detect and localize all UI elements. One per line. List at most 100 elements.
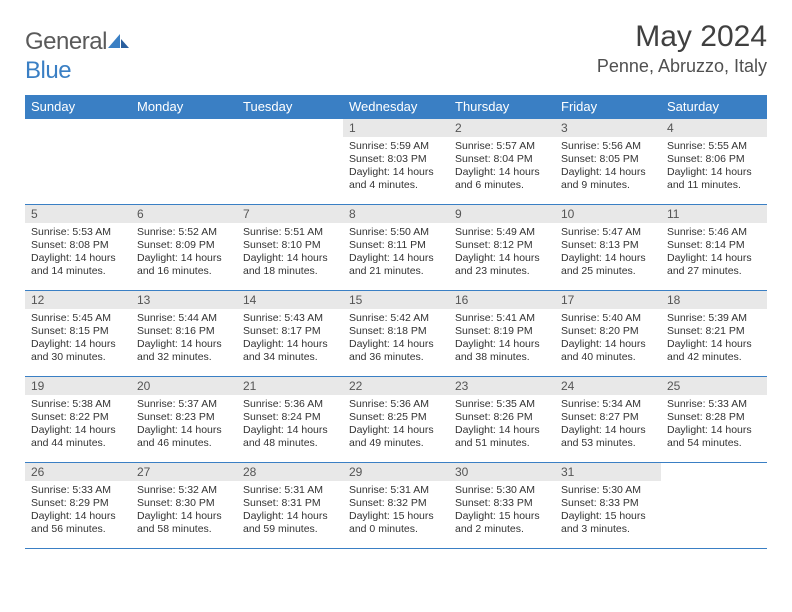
sunrise-line: Sunrise: 5:53 AM [31, 226, 125, 239]
calendar-cell: 9Sunrise: 5:49 AMSunset: 8:12 PMDaylight… [449, 204, 555, 290]
calendar-cell: 12Sunrise: 5:45 AMSunset: 8:15 PMDayligh… [25, 290, 131, 376]
daylight-line: Daylight: 14 hours and 4 minutes. [349, 166, 443, 192]
day-number: 10 [555, 205, 661, 223]
daylight-line: Daylight: 15 hours and 3 minutes. [561, 510, 655, 536]
day-details: Sunrise: 5:40 AMSunset: 8:20 PMDaylight:… [555, 309, 661, 369]
calendar-cell: 21Sunrise: 5:36 AMSunset: 8:24 PMDayligh… [237, 376, 343, 462]
sunrise-line: Sunrise: 5:50 AM [349, 226, 443, 239]
sunrise-line: Sunrise: 5:33 AM [31, 484, 125, 497]
day-number: 6 [131, 205, 237, 223]
calendar-row: 26Sunrise: 5:33 AMSunset: 8:29 PMDayligh… [25, 462, 767, 548]
daylight-line: Daylight: 15 hours and 2 minutes. [455, 510, 549, 536]
day-number: 22 [343, 377, 449, 395]
calendar-cell [131, 118, 237, 204]
day-number: 16 [449, 291, 555, 309]
sunrise-line: Sunrise: 5:34 AM [561, 398, 655, 411]
calendar-cell: 8Sunrise: 5:50 AMSunset: 8:11 PMDaylight… [343, 204, 449, 290]
calendar-cell: 24 Sunrise: 5:34 AMSunset: 8:27 PMDayligh… [555, 376, 661, 462]
calendar-cell: 4Sunrise: 5:55 AMSunset: 8:06 PMDaylight… [661, 118, 767, 204]
sunset-line: Sunset: 8:32 PM [349, 497, 443, 510]
calendar-cell: 19Sunrise: 5:38 AMSunset: 8:22 PMDayligh… [25, 376, 131, 462]
calendar-cell: 23Sunrise: 5:35 AMSunset: 8:26 PMDayligh… [449, 376, 555, 462]
daylight-line: Daylight: 14 hours and 56 minutes. [31, 510, 125, 536]
day-number: 21 [237, 377, 343, 395]
day-details: Sunrise: 5:42 AMSunset: 8:18 PMDaylight:… [343, 309, 449, 369]
calendar-cell: 15Sunrise: 5:42 AMSunset: 8:18 PMDayligh… [343, 290, 449, 376]
sunrise-line: Sunrise: 5:40 AM [561, 312, 655, 325]
day-number: 15 [343, 291, 449, 309]
day-number: 8 [343, 205, 449, 223]
calendar-cell [25, 118, 131, 204]
sunset-line: Sunset: 8:09 PM [137, 239, 231, 252]
calendar-head: SundayMondayTuesdayWednesdayThursdayFrid… [25, 95, 767, 119]
sunset-line: Sunset: 8:14 PM [667, 239, 761, 252]
sunrise-line: Sunrise: 5:52 AM [137, 226, 231, 239]
sunset-line: Sunset: 8:10 PM [243, 239, 337, 252]
sunset-line: Sunset: 8:06 PM [667, 153, 761, 166]
calendar-cell: 22Sunrise: 5:36 AMSunset: 8:25 PMDayligh… [343, 376, 449, 462]
sunset-line: Sunset: 8:03 PM [349, 153, 443, 166]
daylight-line: Daylight: 14 hours and 23 minutes. [455, 252, 549, 278]
calendar-cell: 7Sunrise: 5:51 AMSunset: 8:10 PMDaylight… [237, 204, 343, 290]
sunrise-line: Sunrise: 5:35 AM [455, 398, 549, 411]
day-number: 18 [661, 291, 767, 309]
weekday-header: Wednesday [343, 95, 449, 119]
day-details: Sunrise: 5:36 AMSunset: 8:25 PMDaylight:… [343, 395, 449, 455]
day-number: 24 [555, 377, 661, 395]
calendar-cell: 26Sunrise: 5:33 AMSunset: 8:29 PMDayligh… [25, 462, 131, 548]
sunset-line: Sunset: 8:19 PM [455, 325, 549, 338]
sunrise-line: Sunrise: 5:49 AM [455, 226, 549, 239]
day-number: 29 [343, 463, 449, 481]
day-details: Sunrise: 5:37 AMSunset: 8:23 PMDaylight:… [131, 395, 237, 455]
day-number: 2 [449, 119, 555, 137]
day-number: 9 [449, 205, 555, 223]
calendar-table: SundayMondayTuesdayWednesdayThursdayFrid… [25, 95, 767, 549]
day-details: Sunrise: 5:43 AMSunset: 8:17 PMDaylight:… [237, 309, 343, 369]
sunset-line: Sunset: 8:27 PM [561, 411, 655, 424]
daylight-line: Daylight: 14 hours and 27 minutes. [667, 252, 761, 278]
day-details: Sunrise: 5:53 AMSunset: 8:08 PMDaylight:… [25, 223, 131, 283]
sunrise-line: Sunrise: 5:37 AM [137, 398, 231, 411]
day-details: Sunrise: 5:32 AMSunset: 8:30 PMDaylight:… [131, 481, 237, 541]
sunrise-line: Sunrise: 5:45 AM [31, 312, 125, 325]
daylight-line: Daylight: 14 hours and 21 minutes. [349, 252, 443, 278]
daylight-line: Daylight: 14 hours and 34 minutes. [243, 338, 337, 364]
daylight-line: Daylight: 14 hours and 9 minutes. [561, 166, 655, 192]
sunset-line: Sunset: 8:23 PM [137, 411, 231, 424]
daylight-line: Daylight: 14 hours and 40 minutes. [561, 338, 655, 364]
day-number: 11 [661, 205, 767, 223]
day-number: 28 [237, 463, 343, 481]
location: Penne, Abruzzo, Italy [597, 56, 767, 77]
daylight-line: Daylight: 14 hours and 36 minutes. [349, 338, 443, 364]
calendar-cell: 30Sunrise: 5:30 AMSunset: 8:33 PMDayligh… [449, 462, 555, 548]
sunset-line: Sunset: 8:20 PM [561, 325, 655, 338]
calendar-row: 5Sunrise: 5:53 AMSunset: 8:08 PMDaylight… [25, 204, 767, 290]
sunset-line: Sunset: 8:31 PM [243, 497, 337, 510]
day-details: Sunrise: 5:45 AMSunset: 8:15 PMDaylight:… [25, 309, 131, 369]
day-number: 31 [555, 463, 661, 481]
day-details: Sunrise: 5:57 AMSunset: 8:04 PMDaylight:… [449, 137, 555, 197]
calendar-cell: 14Sunrise: 5:43 AMSunset: 8:17 PMDayligh… [237, 290, 343, 376]
weekday-header: Tuesday [237, 95, 343, 119]
day-number: 27 [131, 463, 237, 481]
day-details: Sunrise: 5:30 AMSunset: 8:33 PMDaylight:… [555, 481, 661, 541]
sunrise-line: Sunrise: 5:41 AM [455, 312, 549, 325]
day-number: 5 [25, 205, 131, 223]
sunset-line: Sunset: 8:17 PM [243, 325, 337, 338]
day-number: 19 [25, 377, 131, 395]
daylight-line: Daylight: 14 hours and 53 minutes. [561, 424, 655, 450]
calendar-cell: 17Sunrise: 5:40 AMSunset: 8:20 PMDayligh… [555, 290, 661, 376]
day-details: Sunrise: 5:38 AMSunset: 8:22 PMDaylight:… [25, 395, 131, 455]
daylight-line: Daylight: 14 hours and 18 minutes. [243, 252, 337, 278]
sunset-line: Sunset: 8:08 PM [31, 239, 125, 252]
sunrise-line: Sunrise: 5:30 AM [561, 484, 655, 497]
daylight-line: Daylight: 14 hours and 32 minutes. [137, 338, 231, 364]
sunset-line: Sunset: 8:21 PM [667, 325, 761, 338]
calendar-cell: 18Sunrise: 5:39 AMSunset: 8:21 PMDayligh… [661, 290, 767, 376]
logo: GeneralBlue [25, 28, 130, 85]
day-details: Sunrise: 5:56 AMSunset: 8:05 PMDaylight:… [555, 137, 661, 197]
sunrise-line: Sunrise: 5:31 AM [349, 484, 443, 497]
sunrise-line: Sunrise: 5:57 AM [455, 140, 549, 153]
weekday-header: Saturday [661, 95, 767, 119]
logo-part1: Genera [25, 28, 102, 55]
